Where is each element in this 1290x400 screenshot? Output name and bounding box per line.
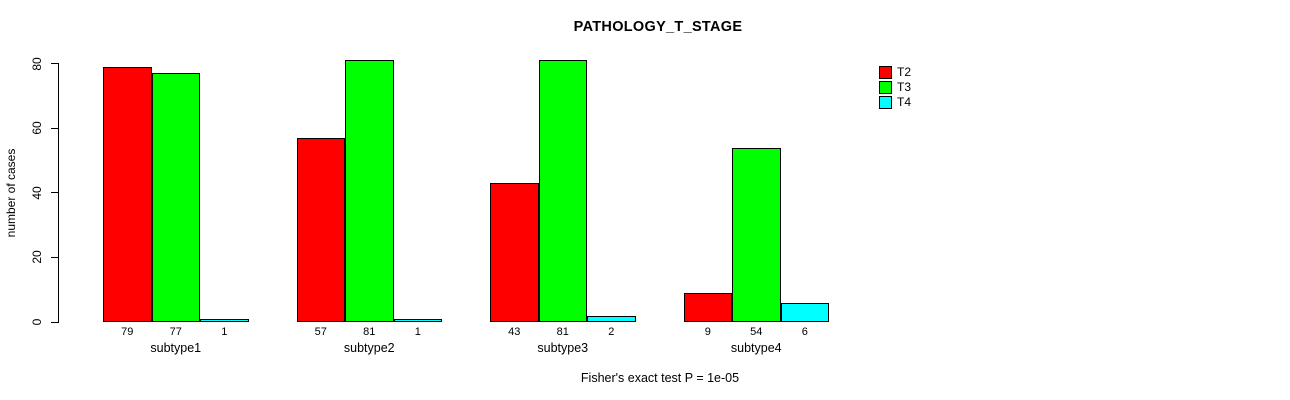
bar-t4-subtype1 [200,318,249,322]
y-tick-label: 60 [30,121,44,135]
bar-value-label: 2 [608,326,615,338]
bar-value-label: 57 [314,326,327,338]
category-label-subtype1: subtype1 [150,341,202,355]
bar-t3-subtype3 [538,60,587,322]
chart-title: PATHOLOGY_T_STAGE [573,19,743,35]
y-tick-label: 0 [30,318,44,326]
bar-t4-subtype3 [587,315,636,322]
bar-value-label: 6 [801,326,808,338]
bar-value-label: 81 [363,326,376,338]
bar-value-label: 79 [121,326,134,338]
category-label-subtype2: subtype2 [343,341,395,355]
legend-swatch-t4 [879,96,892,109]
y-tick-mark [51,321,59,323]
bar-t2-subtype2 [296,137,345,322]
bar-value-label: 81 [556,326,569,338]
bar-t2-subtype1 [103,66,152,322]
y-axis-label: number of cases [4,148,18,238]
category-label-subtype3: subtype3 [537,341,589,355]
bar-t4-subtype2 [393,318,442,322]
bar-value-label: 1 [221,326,228,338]
y-tick-mark [51,256,59,258]
bar-value-label: 54 [750,326,763,338]
y-tick-mark [51,127,59,129]
legend-swatch-t3 [879,81,892,94]
category-label-subtype4: subtype4 [730,341,782,355]
bar-t2-subtype3 [490,183,539,322]
bar-t3-subtype1 [151,73,200,322]
bar-t4-subtype4 [780,302,829,322]
bar-t3-subtype2 [345,60,394,322]
legend-label-t3: T3 [897,80,912,94]
caption: Fisher's exact test P = 1e-05 [580,371,740,385]
y-tick-label: 40 [30,186,44,200]
y-tick-mark [51,63,59,65]
bar-value-label: 43 [508,326,521,338]
legend-swatch-t2 [879,66,892,79]
legend-label-t4: T4 [897,95,912,109]
bar-value-label: 9 [704,326,711,338]
y-tick-label: 20 [30,250,44,265]
bar-value-label: 1 [414,326,421,338]
bar-value-label: 77 [169,326,182,338]
bar-t2-subtype4 [683,292,732,322]
y-tick-mark [51,192,59,194]
legend-label-t2: T2 [897,65,912,79]
bar-t3-subtype4 [732,147,781,322]
y-tick-label: 80 [30,56,44,71]
